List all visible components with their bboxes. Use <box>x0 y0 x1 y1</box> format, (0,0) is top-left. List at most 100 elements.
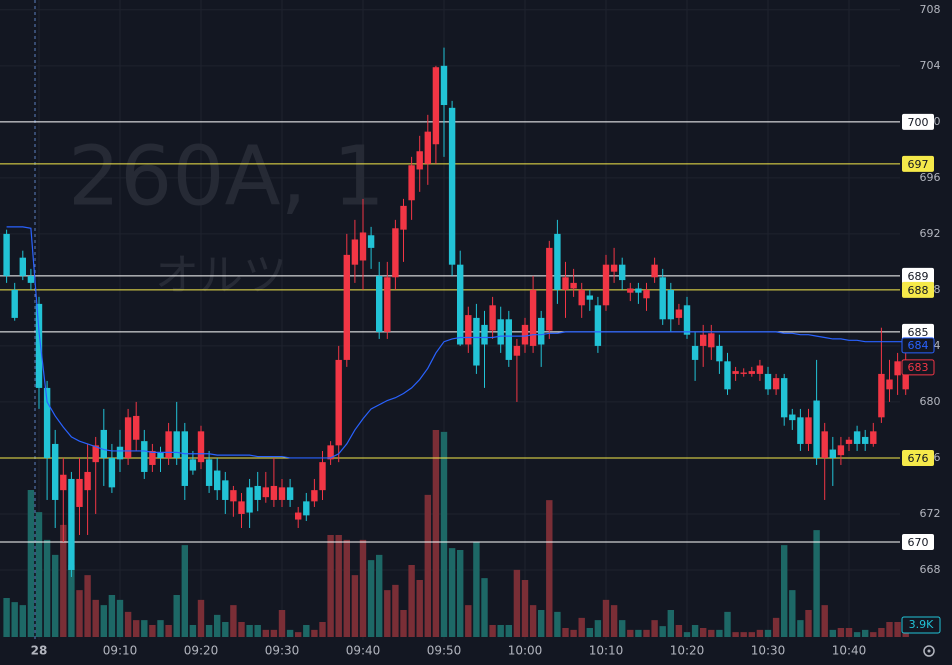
volume-bar <box>586 628 593 637</box>
volume-bar <box>432 430 440 637</box>
candle-body <box>416 151 423 170</box>
y-tick-label: 708 <box>920 3 941 16</box>
candle-body <box>716 345 723 362</box>
candle-body <box>570 282 577 289</box>
candle-body <box>635 288 642 293</box>
volume-bar <box>862 629 869 637</box>
volume-bar <box>278 610 286 637</box>
candle-body <box>124 417 132 458</box>
candle-body <box>878 373 885 418</box>
volume-bar <box>497 625 504 637</box>
candle-body <box>521 324 529 345</box>
volume-bar <box>319 622 326 637</box>
volume-bar <box>392 584 399 637</box>
candle-body <box>376 275 383 332</box>
candle-body <box>578 289 585 306</box>
candle-body <box>165 431 172 458</box>
x-tick-label: 10:30 <box>751 644 786 658</box>
volume-bar <box>562 628 569 637</box>
candle-body <box>222 480 229 500</box>
candle-body <box>254 485 261 500</box>
volume-bar <box>327 535 334 637</box>
level-badge <box>902 113 934 130</box>
candle-body <box>157 452 164 458</box>
level-label: 689 <box>908 270 929 283</box>
volume-bar <box>141 620 148 637</box>
volume-bar <box>473 542 480 637</box>
y-tick-label: 672 <box>920 507 941 520</box>
candle-body <box>481 324 488 345</box>
candle-body <box>829 449 836 458</box>
candle-body <box>643 289 650 299</box>
volume-bar <box>700 628 707 637</box>
candle-body <box>400 205 407 230</box>
candle-body <box>594 305 602 346</box>
candle-body <box>319 462 326 491</box>
volume-bar <box>659 626 666 637</box>
candle-body <box>489 305 496 331</box>
volume-bar <box>165 625 172 637</box>
volume-bar <box>691 625 699 637</box>
candle-body <box>278 487 286 500</box>
volume-bar <box>805 610 812 637</box>
candle-body <box>189 459 197 471</box>
price-axis: 6686726766806846886926967007047087006976… <box>901 3 941 634</box>
volume-bar <box>521 580 529 637</box>
volume-bar <box>108 595 116 637</box>
volume-bar <box>578 617 585 637</box>
volume-bar <box>400 610 407 637</box>
volume-bar <box>181 545 188 637</box>
volume-bar <box>635 629 642 637</box>
candle-body <box>43 387 51 458</box>
candle-body <box>683 305 691 335</box>
volume-bar <box>238 622 245 637</box>
volume-bar <box>489 625 496 637</box>
volume-bar <box>43 539 51 637</box>
y-tick-label: 668 <box>920 563 941 576</box>
x-tick-label: 09:50 <box>427 644 462 658</box>
volume-bar <box>100 605 107 637</box>
volume-bar <box>853 632 861 637</box>
y-tick-label: 692 <box>920 227 941 240</box>
candle-body <box>286 487 294 500</box>
candle-body <box>141 441 148 472</box>
price-badge <box>901 337 935 354</box>
candle-body <box>27 275 35 283</box>
volume-bar <box>116 599 124 637</box>
candle-body <box>789 414 796 421</box>
volume-bar <box>716 629 723 637</box>
candle-body <box>675 309 683 318</box>
candle-body <box>708 333 715 348</box>
candle-body <box>149 450 156 465</box>
level-badge <box>902 155 934 172</box>
volume-bar <box>60 524 67 637</box>
volume-bar <box>667 610 674 637</box>
candle-body <box>116 446 124 460</box>
settings-icon[interactable] <box>923 645 935 657</box>
volume-bar <box>311 629 318 637</box>
volume-bar <box>286 629 294 637</box>
volume-bar <box>173 595 180 637</box>
candle-body <box>586 295 593 300</box>
volume-bar <box>821 605 828 637</box>
volume-bar <box>254 625 261 637</box>
volume-bar <box>408 565 415 637</box>
volume-bar <box>270 629 278 637</box>
volume-bar <box>149 625 156 637</box>
candle-body <box>84 471 91 491</box>
volume-bar <box>222 622 229 637</box>
volume-bar <box>416 580 423 637</box>
level-badge <box>902 449 934 466</box>
candle-body <box>732 371 739 374</box>
level-badge <box>902 323 934 340</box>
volume-bar <box>627 629 634 637</box>
candle-body <box>862 436 869 444</box>
candle-body <box>92 445 99 463</box>
volume-bar <box>440 431 448 637</box>
volume-badge <box>901 616 941 634</box>
candle-body <box>457 264 464 345</box>
candle-body <box>359 232 367 261</box>
y-tick-label: 704 <box>920 59 941 72</box>
candle-body <box>667 289 674 320</box>
